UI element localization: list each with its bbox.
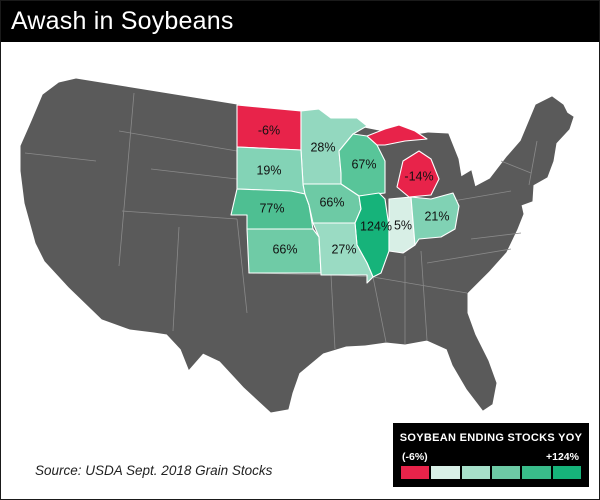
state-value-labels: -6% 28% 19% 67% -14% 77% 66% 124% 5% 21%… xyxy=(256,123,449,256)
value-label-michigan: -14% xyxy=(404,169,433,183)
value-label-wisconsin: 67% xyxy=(351,157,376,171)
value-label-nebraska: 77% xyxy=(259,201,284,215)
source-note: Source: USDA Sept. 2018 Grain Stocks xyxy=(35,463,273,478)
state-michigan-lower xyxy=(396,150,440,198)
legend-swatch xyxy=(401,466,430,479)
legend-swatch xyxy=(522,466,551,479)
state-wisconsin xyxy=(338,133,386,197)
colored-states xyxy=(230,104,460,284)
state-missouri xyxy=(312,222,374,284)
legend-max-label: +124% xyxy=(546,451,579,463)
value-label-iowa: 66% xyxy=(319,195,344,209)
page-title: Awash in Soybeans xyxy=(11,7,234,35)
legend-swatch xyxy=(552,466,581,479)
value-label-north-dakota: -6% xyxy=(258,123,280,137)
legend-swatch xyxy=(491,466,521,479)
us-map: -6% 28% 19% 67% -14% 77% 66% 124% 5% 21%… xyxy=(20,78,574,413)
value-label-missouri: 27% xyxy=(331,242,356,256)
value-label-illinois: 124% xyxy=(360,219,392,233)
state-michigan-upper xyxy=(366,124,428,146)
state-ohio xyxy=(410,192,460,246)
title-bar: Awash in Soybeans xyxy=(1,1,599,42)
state-borders xyxy=(24,92,538,350)
legend-swatch xyxy=(461,466,490,479)
value-label-kansas: 66% xyxy=(272,242,297,256)
value-label-ohio: 21% xyxy=(424,209,449,223)
legend-min-label: (-6%) xyxy=(402,451,428,463)
value-label-south-dakota: 19% xyxy=(256,163,281,177)
legend-color-scale xyxy=(401,466,581,479)
value-label-minnesota: 28% xyxy=(310,140,335,154)
legend-swatch xyxy=(431,466,460,479)
value-label-indiana: 5% xyxy=(394,218,412,232)
legend: SOYBEAN ENDING STOCKS YOY (-6%) +124% xyxy=(393,423,589,487)
legend-title: SOYBEAN ENDING STOCKS YOY xyxy=(399,432,583,444)
